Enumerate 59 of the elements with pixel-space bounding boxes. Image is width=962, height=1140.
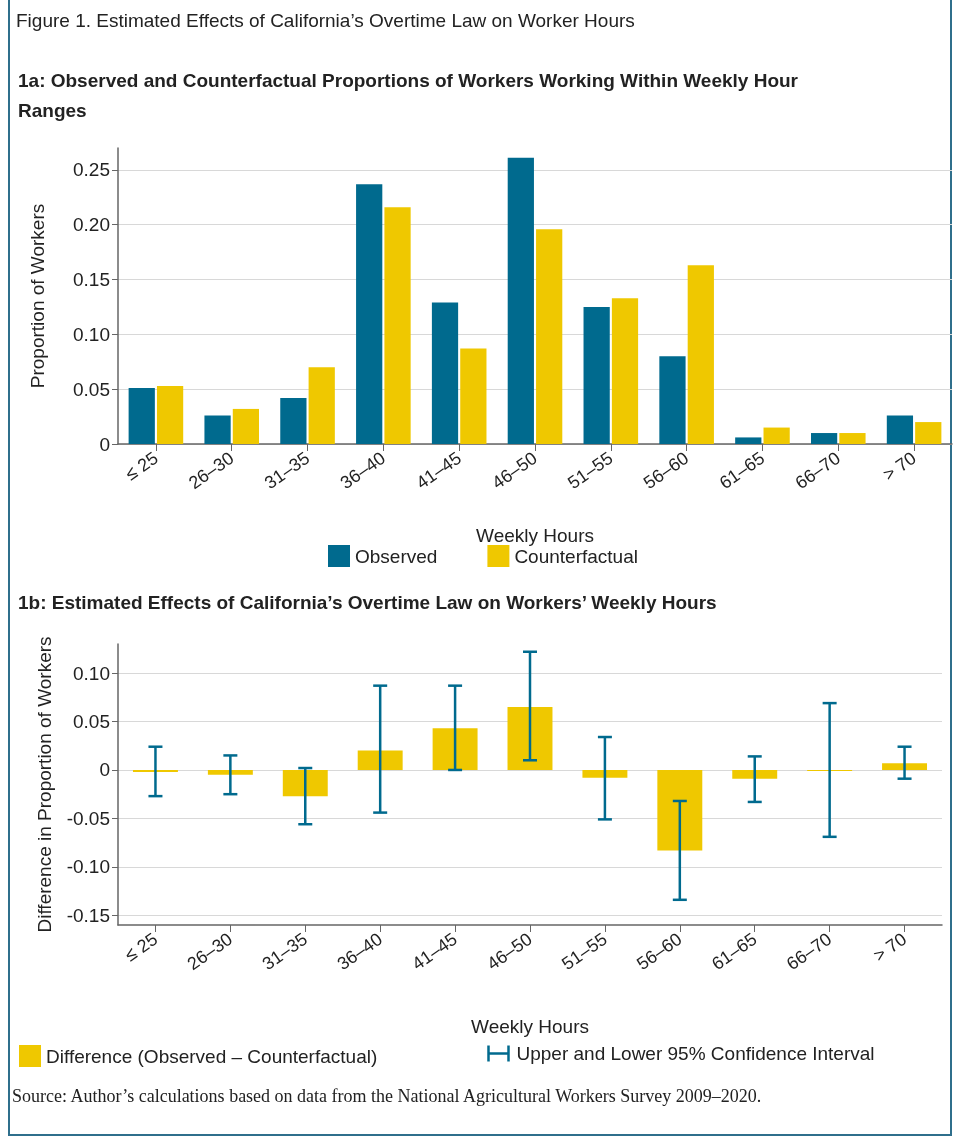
legend-label: Difference (Observed – Counterfactual) (46, 1045, 378, 1067)
bar (156, 385, 184, 444)
bar (207, 769, 253, 775)
bar (839, 433, 866, 444)
bar (357, 750, 403, 770)
chart-title: 1b: Estimated Effects of California’s Overtime Law on Workers’ Weekly Hours (18, 591, 718, 615)
bar (384, 207, 411, 444)
x-tick-label: > 70 (879, 447, 920, 485)
bar (232, 408, 260, 444)
bar (657, 769, 703, 851)
bar (732, 769, 778, 779)
bar (536, 229, 563, 444)
y-tick-label: 0.10 (73, 662, 110, 684)
bar (915, 422, 942, 444)
bar (308, 367, 335, 444)
legend-label: Counterfactual (514, 545, 638, 567)
y-tick-label: 0.25 (73, 159, 110, 181)
x-axis-title: Weekly Hours (471, 1016, 589, 1037)
y-tick-label: -0.15 (66, 904, 110, 926)
y-tick-label: 0.05 (73, 378, 110, 400)
bar (582, 769, 628, 778)
bar (659, 356, 686, 444)
bar (810, 433, 838, 444)
chart-title: Figure 1. Estimated Effects of California’s Overtime Law on Worker Hours (16, 10, 635, 32)
x-tick-label: > 70 (869, 928, 911, 966)
legend-label: Observed (355, 545, 438, 567)
bar (356, 184, 383, 444)
bar (763, 427, 790, 444)
bar (886, 415, 914, 444)
source-note: Source: Author’s calculations based on data from the National Agricultural Workers Survey 2009–2020. (12, 1085, 763, 1108)
y-tick-label: -0.05 (66, 807, 110, 829)
bar (128, 388, 155, 444)
y-tick-label: 0.05 (73, 711, 110, 733)
y-tick-label: 0.20 (73, 214, 110, 236)
bar (507, 706, 553, 770)
bar (432, 728, 478, 770)
bar (583, 306, 610, 444)
y-tick-label: 0.15 (73, 269, 110, 291)
x-tick-label: ≤ 25 (121, 447, 162, 485)
bar (735, 437, 762, 444)
bar (431, 302, 459, 444)
y-tick-label: 0.10 (73, 323, 110, 345)
bar (204, 415, 231, 444)
bar (280, 397, 307, 444)
bar (687, 265, 714, 444)
y-tick-label: -0.10 (66, 856, 110, 878)
bar (282, 769, 328, 797)
chart-subtitle: 1a: Observed and Counterfactual Proportions of Workers Working Within Weekly Hour Ranges (18, 69, 799, 123)
text: Upper and Lower 95% Confidence Interval (516, 1042, 875, 1064)
x-axis-title: Weekly Hours (476, 525, 594, 546)
y-axis-title: Difference in Proportion of Workers (34, 636, 56, 933)
bar (882, 763, 928, 770)
bar (507, 157, 534, 444)
y-tick-label: 0 (99, 433, 110, 455)
bar (611, 298, 639, 444)
y-tick-label: 0 (99, 759, 110, 781)
bar (460, 348, 487, 444)
x-tick-label: ≤ 25 (121, 928, 162, 966)
y-axis-title: Proportion of Workers (26, 203, 48, 389)
